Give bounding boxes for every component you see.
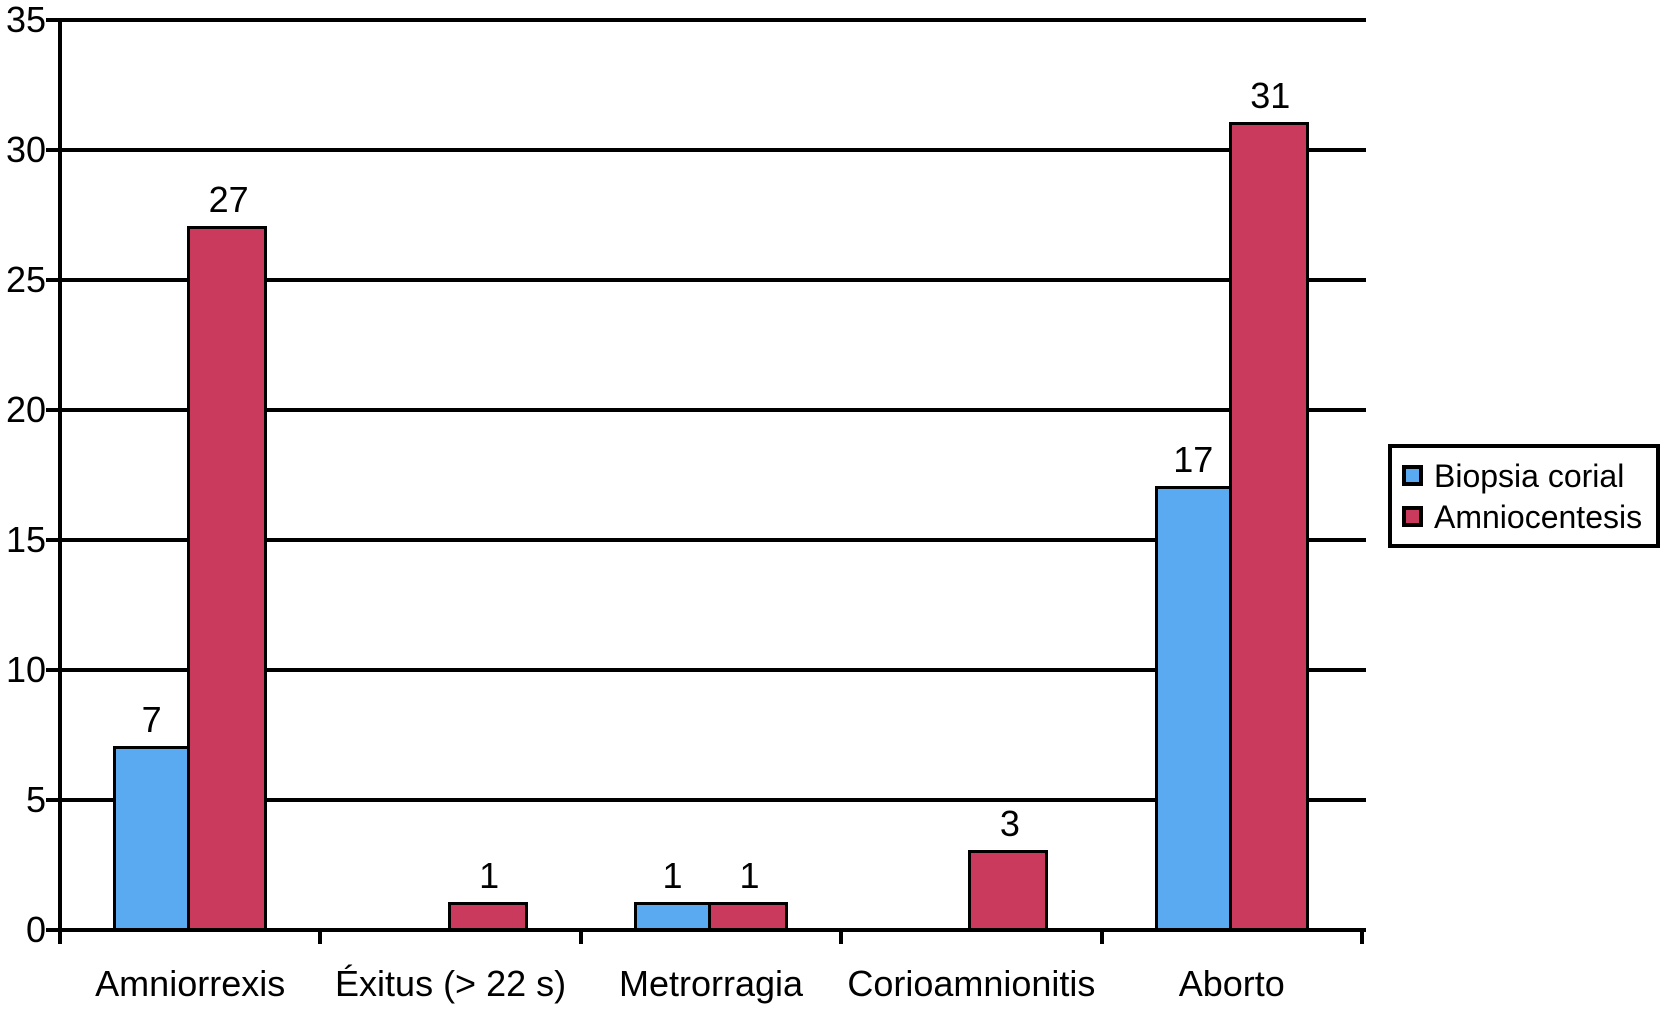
y-axis-tick-label: 30 (5, 129, 46, 170)
legend-item-label: Amniocentesis (1434, 498, 1643, 535)
gridline (60, 148, 1366, 152)
bar-amniocentesis-exitus-22-s (447, 902, 528, 932)
x-axis-category-label: Metrorragia (618, 963, 804, 1004)
bar-value-label: 31 (1250, 75, 1291, 116)
bar-biopsia-corial-amniorrexis (113, 746, 191, 932)
bar-biopsia-corial-aborto (1154, 486, 1232, 932)
x-axis-tick (1099, 930, 1104, 944)
bar-amniocentesis-corioamnionitis (968, 850, 1049, 932)
bar-value-label: 27 (208, 179, 249, 220)
legend-swatch-biopsia-corial (1402, 465, 1423, 486)
y-axis-line (58, 18, 62, 932)
x-axis-category-label: Corioamnionitis (847, 963, 1096, 1004)
y-axis-tick-label: 5 (25, 779, 46, 820)
y-axis-tick-label: 20 (5, 389, 46, 430)
y-axis-tick (46, 148, 60, 152)
y-axis-tick-label: 0 (25, 909, 46, 950)
x-axis-line (46, 928, 1366, 932)
bar-value-label: 1 (739, 855, 760, 896)
y-axis-tick (46, 18, 60, 22)
y-axis-tick-label: 35 (5, 0, 46, 40)
x-axis-tick (1360, 930, 1364, 944)
y-axis-tick (46, 668, 60, 672)
bar-value-label: 17 (1173, 439, 1214, 480)
gridline (60, 668, 1366, 672)
x-axis-tick (578, 930, 583, 944)
x-axis-tick (318, 930, 323, 944)
bar-value-label: 1 (479, 855, 500, 896)
gridline (60, 18, 1366, 22)
x-axis-tick (58, 930, 62, 944)
legend-item: Amniocentesis (1402, 498, 1656, 536)
x-axis-category-label: Amniorrexis (95, 963, 286, 1004)
gridline (60, 538, 1366, 542)
gridline (60, 798, 1366, 802)
x-axis-tick (839, 930, 844, 944)
gridline (60, 278, 1366, 282)
legend-swatch-amniocentesis (1402, 506, 1423, 527)
y-axis-tick (46, 798, 60, 802)
bar-amniocentesis-aborto (1228, 122, 1309, 932)
bar-value-label: 3 (999, 803, 1020, 844)
gridline (60, 408, 1366, 412)
x-axis-category-label: Éxitus (> 22 s) (335, 963, 567, 1004)
y-axis-tick (46, 538, 60, 542)
bar-value-label: 7 (141, 699, 162, 740)
legend: Biopsia corial Amniocentesis (1388, 444, 1660, 548)
y-axis-tick-label: 25 (5, 259, 46, 300)
bar-value-label: 1 (662, 855, 683, 896)
legend-item: Biopsia corial (1402, 457, 1656, 495)
y-axis-tick (46, 408, 60, 412)
x-axis-category-label: Aborto (1178, 963, 1285, 1004)
legend-item-label: Biopsia corial (1434, 457, 1625, 494)
y-axis-tick-label: 15 (5, 519, 46, 560)
bar-amniocentesis-amniorrexis (187, 226, 268, 932)
y-axis-tick (46, 278, 60, 282)
y-axis-tick-label: 10 (5, 649, 46, 690)
